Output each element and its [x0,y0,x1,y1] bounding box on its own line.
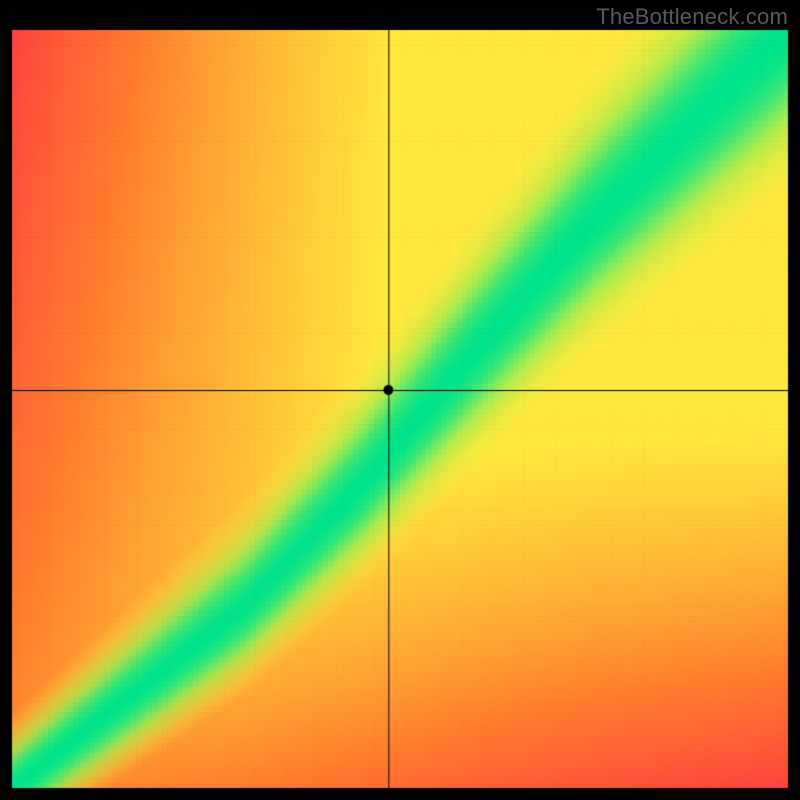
watermark-text: TheBottleneck.com [596,4,788,30]
chart-container: TheBottleneck.com [0,0,800,800]
heatmap-canvas [0,0,800,800]
